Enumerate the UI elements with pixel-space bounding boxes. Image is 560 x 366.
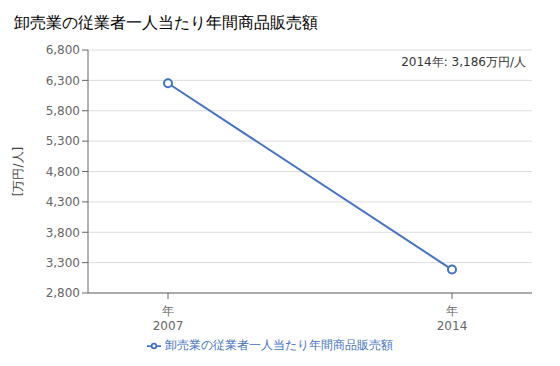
svg-text:6,800: 6,800 — [46, 43, 80, 57]
svg-text:5,300: 5,300 — [46, 134, 80, 148]
svg-text:[万円/人]: [万円/人] — [11, 147, 25, 196]
html-text:卸売業の従業者一人当たり年間商品販売額: 卸売業の従業者一人当たり年間商品販売額 — [14, 13, 318, 32]
svg-text:4,800: 4,800 — [46, 165, 80, 179]
svg-text:4,300: 4,300 — [46, 195, 80, 209]
svg-text:年2014: 年2014 — [437, 304, 468, 333]
svg-text:6,300: 6,300 — [46, 74, 80, 88]
html-text:2014年: 3,186万円/人: 2014年: 3,186万円/人 — [401, 55, 526, 69]
svg-text:3,800: 3,800 — [46, 226, 80, 240]
html-text:卸売業の従業者一人当たり年間商品販売額: 卸売業の従業者一人当たり年間商品販売額 — [165, 338, 393, 352]
svg-text:2,800: 2,800 — [46, 286, 80, 300]
svg-text:5,800: 5,800 — [46, 104, 80, 118]
svg-text:3,300: 3,300 — [46, 256, 80, 270]
svg-text:年2007: 年2007 — [153, 304, 184, 333]
